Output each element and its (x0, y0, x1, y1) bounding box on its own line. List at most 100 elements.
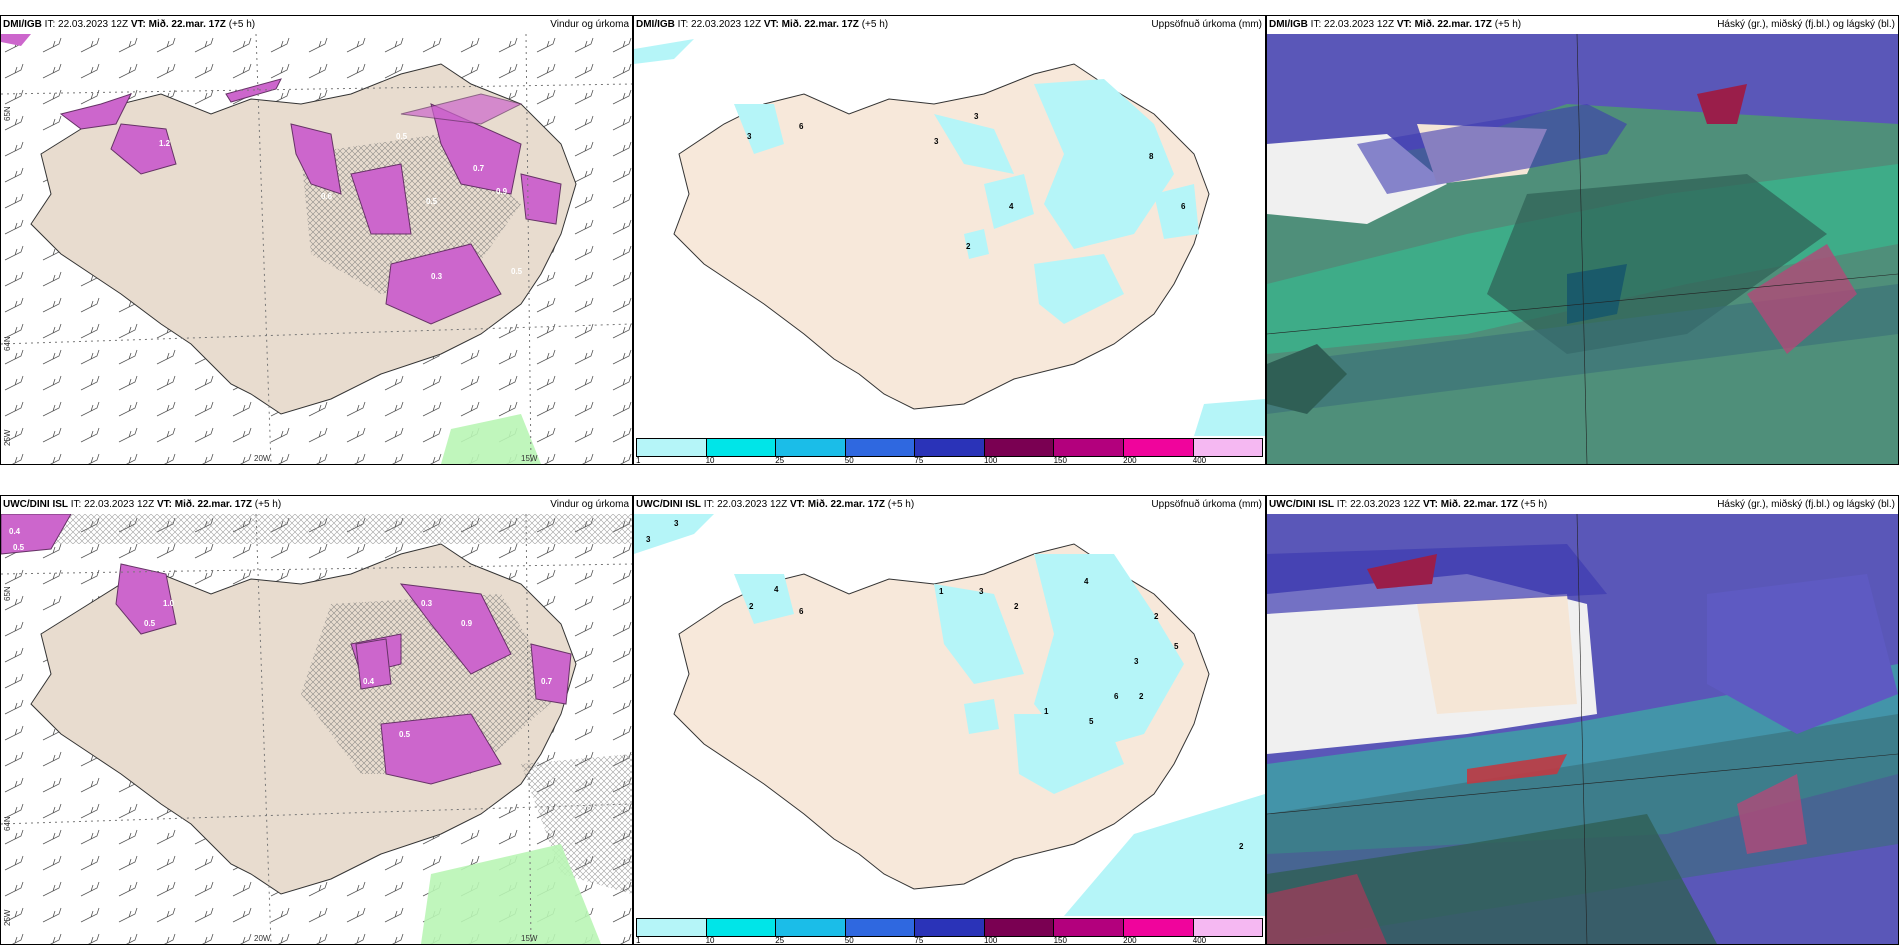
precip-number: 8 (1149, 152, 1154, 161)
precip-number: 2 (1154, 612, 1159, 621)
precip-label: 0.7 (473, 164, 485, 173)
colorbar-segment (1054, 919, 1124, 936)
precip-number: 3 (674, 519, 679, 528)
lon-label: 25W (3, 429, 12, 446)
precip-label: 0.5 (426, 197, 438, 206)
colorbar-segment (984, 439, 1055, 456)
colorbar-tick: 50 (844, 456, 854, 465)
colorbar-tick: 25 (775, 936, 785, 945)
precip-number: 5 (1174, 642, 1179, 651)
colorbar-segment (637, 919, 707, 936)
colorbar-tick: 200 (1123, 936, 1137, 945)
colorbar-segment (637, 439, 707, 456)
panel-header: UWC/DINI ISL IT: 22.03.2023 12Z VT: Mið.… (1267, 496, 1898, 514)
lon-label: 20W (254, 454, 271, 463)
panel-uwc-accum-precip: UWC/DINI ISL IT: 22.03.2023 12Z VT: Mið.… (633, 495, 1266, 945)
lon-label: 15W (521, 934, 538, 943)
colorbar-segment (1193, 919, 1263, 936)
precip-label: 0.3 (421, 599, 433, 608)
wind-precip-map: 1.2 0.5 0.7 0.6 0.9 0.5 0.3 0.5 (1, 34, 632, 464)
panel-title: Vindur og úrkoma (550, 499, 629, 510)
precip-label: 1.2 (159, 139, 171, 148)
panel-header: UWC/DINI ISL IT: 22.03.2023 12Z VT: Mið.… (634, 496, 1265, 514)
colorbar-segment (1054, 439, 1124, 456)
precip-number: 3 (747, 132, 752, 141)
precip-number: 3 (934, 137, 939, 146)
panel-header: DMI/IGB IT: 22.03.2023 12Z VT: Mið. 22.m… (1, 16, 632, 34)
precip-label: 0.4 (363, 677, 375, 686)
precip-number: 6 (1114, 692, 1119, 701)
panel-uwc-clouds: UWC/DINI ISL IT: 22.03.2023 12Z VT: Mið.… (1266, 495, 1899, 945)
precip-number: 6 (799, 607, 804, 616)
colorbar-segment (915, 919, 985, 936)
lat-label: 65N (3, 106, 12, 121)
panel-title: Uppsöfnuð úrkoma (mm) (1151, 19, 1262, 30)
precip-number: 3 (974, 112, 979, 121)
cloud-map (1267, 514, 1898, 944)
lat-label: 64N (3, 336, 12, 351)
colorbar-tick: 1 (636, 936, 641, 945)
precip-number: 3 (646, 535, 651, 544)
precip-number: 1 (939, 587, 944, 596)
precip-number: 4 (1084, 577, 1089, 586)
colorbar-tick: 100 (983, 456, 998, 465)
panel-header: UWC/DINI ISL IT: 22.03.2023 12Z VT: Mið.… (1, 496, 632, 514)
colorbar-segment (984, 919, 1055, 936)
precip-number: 3 (1134, 657, 1139, 666)
panel-dmi-wind-precip: DMI/IGB IT: 22.03.2023 12Z VT: Mið. 22.m… (0, 15, 633, 465)
precip-number: 2 (1014, 602, 1019, 611)
colorbar-tick: 400 (1192, 936, 1207, 945)
panel-uwc-wind-precip: UWC/DINI ISL IT: 22.03.2023 12Z VT: Mið.… (0, 495, 633, 945)
precip-label: 0.5 (399, 730, 411, 739)
panel-dmi-clouds: DMI/IGB IT: 22.03.2023 12Z VT: Mið. 22.m… (1266, 15, 1899, 465)
colorbar-tick: 75 (914, 456, 924, 465)
colorbar-tick: 400 (1192, 456, 1207, 465)
precip-label: 0.9 (496, 187, 508, 196)
colorbar-tick: 200 (1123, 456, 1137, 465)
precip-label: 0.9 (461, 619, 473, 628)
lat-label: 64N (3, 816, 12, 831)
colorbar-tick: 150 (1053, 456, 1067, 465)
colorbar-segment (845, 439, 916, 456)
panel-title: Háský (gr.), miðský (fj.bl.) og lágský (… (1717, 19, 1895, 30)
panel-dmi-accum-precip: DMI/IGB IT: 22.03.2023 12Z VT: Mið. 22.m… (633, 15, 1266, 465)
precip-number: 6 (1181, 202, 1186, 211)
precip-number: 6 (799, 122, 804, 131)
panel-title: Uppsöfnuð úrkoma (mm) (1151, 499, 1262, 510)
colorbar: 1 10 25 50 75 100 150 200 400 (634, 436, 1265, 464)
precip-label: 0.7 (541, 677, 553, 686)
colorbar-segment (1123, 919, 1194, 936)
colorbar-ticks: 1 10 25 50 75 100 150 200 400 (636, 456, 1263, 464)
lat-label: 65N (3, 586, 12, 601)
colorbar-tick: 1 (636, 456, 641, 465)
precip-number: 2 (1239, 842, 1244, 851)
precip-number: 4 (1009, 202, 1014, 211)
precip-number: 3 (979, 587, 984, 596)
accum-precip-map: 3 6 3 3 8 4 2 6 (634, 34, 1265, 436)
colorbar-segment (776, 439, 846, 456)
precip-label: 1.0 (163, 599, 175, 608)
lon-label: 20W (254, 934, 271, 943)
colorbar-segment (706, 919, 777, 936)
colorbar-segment (845, 919, 916, 936)
colorbar-segment (776, 919, 846, 936)
precip-number: 2 (966, 242, 971, 251)
panel-header: DMI/IGB IT: 22.03.2023 12Z VT: Mið. 22.m… (634, 16, 1265, 34)
precip-label: 0.5 (511, 267, 523, 276)
precip-number: 5 (1089, 717, 1094, 726)
colorbar-tick: 150 (1053, 936, 1067, 945)
colorbar-segment (1193, 439, 1263, 456)
precip-label: 0.5 (13, 543, 25, 552)
precip-number: 2 (749, 602, 754, 611)
lon-label: 15W (521, 454, 538, 463)
colorbar-segment (1123, 439, 1194, 456)
wind-precip-map: 0.4 0.5 1.0 0.5 0.9 0.3 0.4 0.5 0.7 (1, 514, 632, 944)
precip-number: 4 (774, 585, 779, 594)
panel-title: Vindur og úrkoma (550, 19, 629, 30)
precip-label: 0.4 (9, 527, 21, 536)
colorbar-tick: 100 (983, 936, 998, 945)
colorbar-segment (706, 439, 777, 456)
precip-label: 0.6 (321, 192, 333, 201)
colorbar-tick: 50 (844, 936, 854, 945)
cloud-map (1267, 34, 1898, 464)
